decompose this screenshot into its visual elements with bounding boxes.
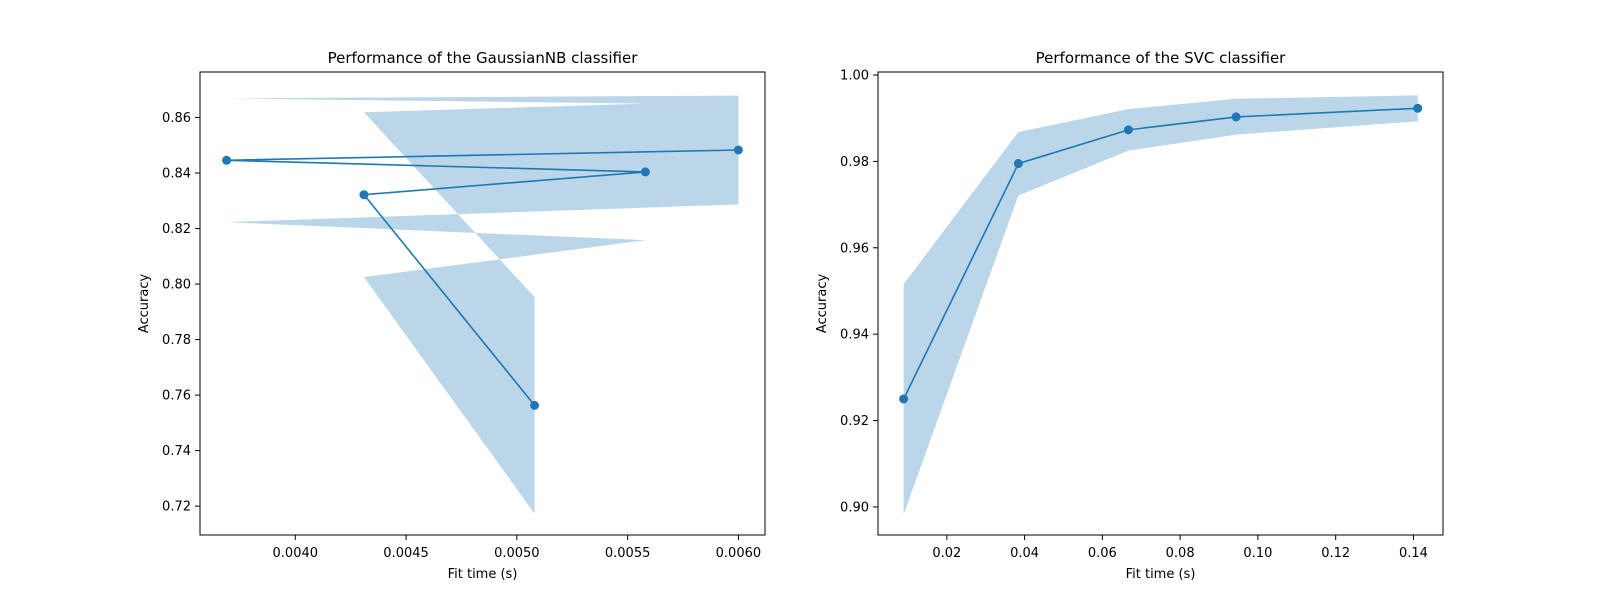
y-tick-label: 1.00 xyxy=(840,69,869,84)
x-tick-label: 0.0060 xyxy=(716,546,762,561)
series-markers xyxy=(899,103,1423,404)
x-tick-label: 0.02 xyxy=(932,546,961,561)
y-tick-label: 0.82 xyxy=(162,222,191,237)
data-point xyxy=(899,394,909,404)
y-tick-label: 0.90 xyxy=(840,500,869,515)
y-tick-label: 0.86 xyxy=(162,111,191,126)
x-axis-label: Fit time (s) xyxy=(1126,567,1196,582)
gaussiannb-subplot: 0.0040 0.0045 0.0050 0.0055 0.0060 0.720.740… xyxy=(137,49,766,582)
axes-frame xyxy=(199,71,766,536)
confidence-band xyxy=(903,95,1418,515)
data-point xyxy=(359,190,369,200)
data-point xyxy=(1413,103,1423,113)
x-tick-label: 0.14 xyxy=(1399,546,1428,561)
x-tick-label: 0.06 xyxy=(1088,546,1117,561)
data-point xyxy=(222,155,232,165)
data-point xyxy=(733,145,743,155)
data-point xyxy=(530,400,540,410)
data-point xyxy=(640,167,650,177)
x-tick-label: 0.0045 xyxy=(383,546,429,561)
y-tick-label: 0.96 xyxy=(840,241,869,256)
y-axis-label: Accuracy xyxy=(815,274,830,334)
x-axis-ticks: 0.0040 0.0045 0.0050 0.0055 0.0060 xyxy=(273,535,762,561)
x-tick-label: 0.10 xyxy=(1243,546,1272,561)
y-tick-label: 0.92 xyxy=(840,414,869,429)
data-point xyxy=(1123,125,1133,135)
axes-frame xyxy=(877,71,1444,536)
y-tick-label: 0.80 xyxy=(162,278,191,293)
y-axis-ticks: 0.90 0.92 0.94 0.96 0.98 1.00 xyxy=(840,69,878,515)
y-axis-label: Accuracy xyxy=(137,274,152,334)
y-tick-label: 0.74 xyxy=(162,444,191,459)
x-tick-label: 0.04 xyxy=(1010,546,1039,561)
svc-subplot: 0.02 0.04 0.06 0.08 0.10 0.12 0.14 0.900.920.9… xyxy=(815,49,1444,582)
series-markers xyxy=(222,145,743,410)
x-axis-ticks: 0.02 0.04 0.06 0.08 0.10 0.12 0.14 xyxy=(932,535,1428,561)
x-tick-label: 0.08 xyxy=(1166,546,1195,561)
x-tick-label: 0.0055 xyxy=(605,546,651,561)
y-tick-label: 0.76 xyxy=(162,389,191,404)
y-tick-label: 0.94 xyxy=(840,328,869,343)
y-tick-label: 0.78 xyxy=(162,333,191,348)
y-tick-label: 0.84 xyxy=(162,167,191,182)
chart-title: Performance of the GaussianNB classifier xyxy=(328,49,639,67)
x-tick-label: 0.12 xyxy=(1321,546,1350,561)
confidence-band xyxy=(226,95,739,514)
x-tick-label: 0.0050 xyxy=(494,546,540,561)
x-axis-label: Fit time (s) xyxy=(448,567,518,582)
data-point xyxy=(1231,112,1241,122)
data-point xyxy=(1013,159,1023,169)
y-tick-label: 0.72 xyxy=(162,500,191,515)
y-tick-label: 0.98 xyxy=(840,155,869,170)
chart-title: Performance of the SVC classifier xyxy=(1036,49,1287,67)
x-tick-label: 0.0040 xyxy=(273,546,319,561)
y-axis-ticks: 0.72 0.74 0.76 0.78 0.80 0.82 0.84 0.86 xyxy=(162,111,200,515)
